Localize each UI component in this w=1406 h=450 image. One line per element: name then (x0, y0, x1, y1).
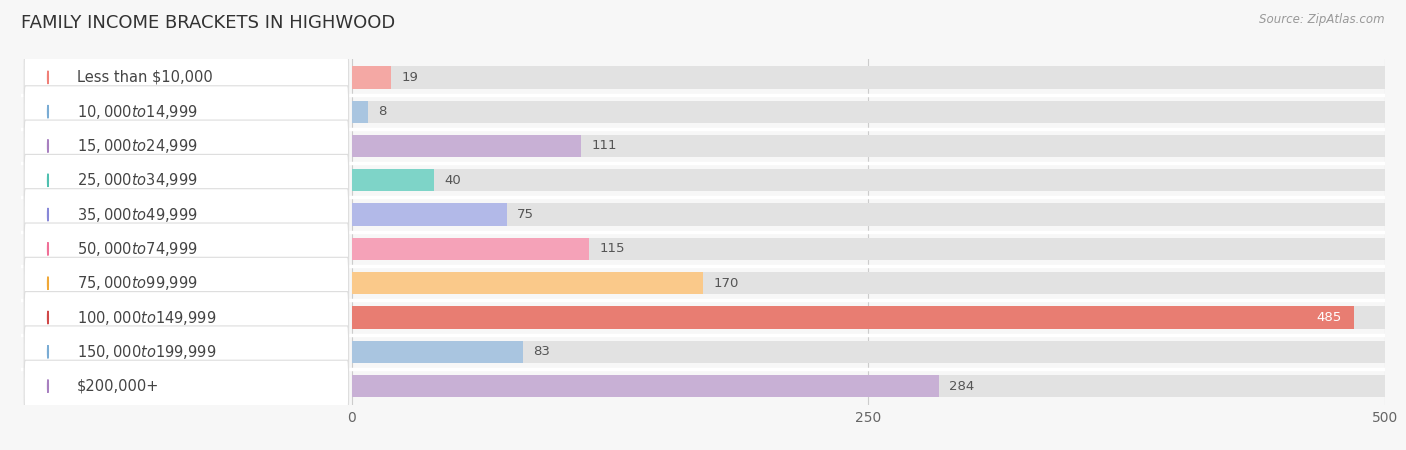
FancyBboxPatch shape (24, 120, 349, 172)
Bar (352, 272, 703, 294)
FancyBboxPatch shape (21, 129, 1385, 163)
Text: 75: 75 (517, 208, 534, 221)
Bar (352, 66, 1385, 89)
Bar (352, 135, 1385, 157)
Bar (352, 341, 1385, 363)
Text: $50,000 to $74,999: $50,000 to $74,999 (77, 240, 198, 258)
Text: 40: 40 (444, 174, 461, 187)
Bar (352, 203, 506, 226)
Text: $150,000 to $199,999: $150,000 to $199,999 (77, 343, 217, 361)
Text: 19: 19 (401, 71, 418, 84)
Bar (352, 272, 1385, 294)
Bar (352, 375, 939, 397)
FancyBboxPatch shape (21, 163, 1385, 198)
FancyBboxPatch shape (24, 189, 349, 240)
Text: $100,000 to $149,999: $100,000 to $149,999 (77, 309, 217, 327)
FancyBboxPatch shape (21, 369, 1385, 403)
Bar (352, 238, 589, 260)
FancyBboxPatch shape (24, 257, 349, 309)
Text: 284: 284 (949, 380, 974, 393)
Bar (352, 100, 1385, 123)
FancyBboxPatch shape (21, 94, 1385, 129)
FancyBboxPatch shape (21, 300, 1385, 335)
Text: 115: 115 (600, 243, 626, 256)
FancyBboxPatch shape (21, 198, 1385, 232)
Bar (352, 306, 1385, 328)
Bar (352, 66, 391, 89)
Bar (352, 306, 1354, 328)
Bar (352, 341, 523, 363)
Text: FAMILY INCOME BRACKETS IN HIGHWOOD: FAMILY INCOME BRACKETS IN HIGHWOOD (21, 14, 395, 32)
Text: Less than $10,000: Less than $10,000 (77, 70, 212, 85)
Bar (352, 203, 1385, 226)
FancyBboxPatch shape (21, 335, 1385, 369)
Bar (352, 169, 1385, 191)
Text: $15,000 to $24,999: $15,000 to $24,999 (77, 137, 198, 155)
FancyBboxPatch shape (24, 223, 349, 275)
Text: $200,000+: $200,000+ (77, 378, 159, 394)
Text: $75,000 to $99,999: $75,000 to $99,999 (77, 274, 198, 292)
Text: 170: 170 (713, 277, 738, 290)
FancyBboxPatch shape (24, 51, 349, 103)
Bar (352, 375, 1385, 397)
FancyBboxPatch shape (24, 326, 349, 378)
FancyBboxPatch shape (24, 292, 349, 343)
Text: $35,000 to $49,999: $35,000 to $49,999 (77, 206, 198, 224)
FancyBboxPatch shape (24, 360, 349, 412)
Text: 485: 485 (1316, 311, 1341, 324)
Text: $10,000 to $14,999: $10,000 to $14,999 (77, 103, 198, 121)
FancyBboxPatch shape (24, 154, 349, 206)
FancyBboxPatch shape (21, 60, 1385, 94)
Bar (352, 169, 434, 191)
Text: 8: 8 (378, 105, 387, 118)
Bar (352, 100, 368, 123)
Bar (352, 238, 1385, 260)
FancyBboxPatch shape (21, 266, 1385, 300)
Bar (352, 135, 581, 157)
FancyBboxPatch shape (24, 86, 349, 138)
Text: 83: 83 (533, 345, 550, 358)
FancyBboxPatch shape (21, 232, 1385, 266)
Text: 111: 111 (592, 140, 617, 153)
Text: Source: ZipAtlas.com: Source: ZipAtlas.com (1260, 14, 1385, 27)
Text: $25,000 to $34,999: $25,000 to $34,999 (77, 171, 198, 189)
